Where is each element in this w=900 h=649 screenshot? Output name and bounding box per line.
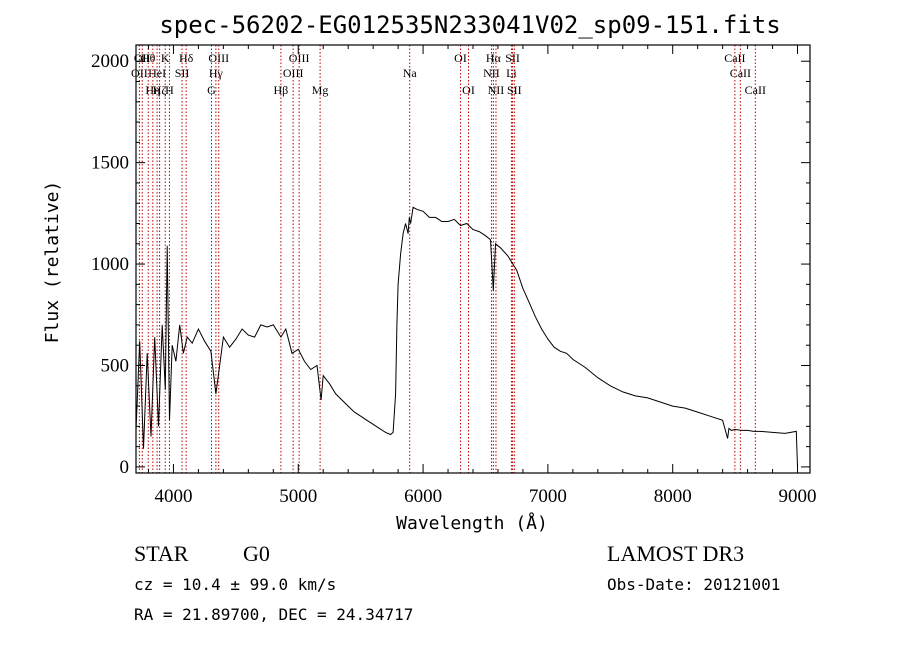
line-marker-label: CaII <box>745 83 766 97</box>
line-marker-label: Hζ <box>153 83 167 97</box>
line-marker-label: OIII <box>289 51 310 65</box>
coordinates-text: RA = 21.89700, DEC = 24.34717 <box>134 605 413 624</box>
x-tick-label: 4000 <box>154 486 192 507</box>
line-marker-label: G <box>207 83 216 97</box>
line-marker-label: H <box>165 83 174 97</box>
line-marker-label: Hθ <box>141 51 156 65</box>
subclass-label: G0 <box>243 541 270 566</box>
y-tick-label: 2000 <box>91 51 129 72</box>
line-marker-label: Hδ <box>179 51 194 65</box>
line-marker-label: CaII <box>724 51 745 65</box>
y-tick-label: 1500 <box>91 153 129 174</box>
y-tick-label: 500 <box>101 355 130 376</box>
y-tick-label: 0 <box>120 457 130 478</box>
spectrum-series-line <box>135 206 798 467</box>
x-tick-label: 5000 <box>279 486 317 507</box>
plot-frame <box>135 44 811 474</box>
line-marker-label: Hα <box>486 51 502 65</box>
survey-label: LAMOST DR3 <box>607 541 744 566</box>
line-marker-label: K <box>161 51 170 65</box>
y-axis-label: Flux (relative) <box>42 181 63 344</box>
axis-ticks <box>136 45 810 473</box>
line-marker-label: Hη <box>145 83 160 97</box>
line-marker-label: SII <box>175 66 190 80</box>
x-tick-label: 9000 <box>779 486 817 507</box>
line-marker-label: OI <box>454 51 467 65</box>
line-marker-label: Mg <box>312 83 329 97</box>
x-axis-label: Wavelength (Å) <box>396 512 548 534</box>
line-marker-label: Hγ <box>209 66 224 80</box>
line-marker-label: NII <box>483 66 500 80</box>
line-marker-label: Na <box>403 66 418 80</box>
line-marker-label: NII <box>488 83 505 97</box>
x-tick-label: 8000 <box>654 486 692 507</box>
x-tick-label: 6000 <box>404 486 442 507</box>
axis-tick-labels: 4000 5000 6000 7000 8000 9000 0 500 1000 1500 2000 <box>91 51 817 507</box>
x-tick-label: 7000 <box>529 486 567 507</box>
line-marker-label: OII <box>131 66 148 80</box>
spectral-line-markers <box>138 45 756 473</box>
object-class-label: STAR <box>134 541 189 566</box>
line-marker-label: OIII <box>283 66 304 80</box>
obs-date-text: Obs-Date: 20121001 <box>607 575 780 594</box>
line-marker-label: CaII <box>730 66 751 80</box>
line-marker-label: OI <box>462 83 475 97</box>
line-marker-label: OIII <box>208 51 229 65</box>
spectral-line-labels: OIIOIIHθHηHeIHζKHSIIHδGHγOIIIHβOIIIOIIIM… <box>131 51 766 97</box>
chart-title: spec-56202-EG012535N233041V02_sp09-151.f… <box>159 11 780 39</box>
redshift-text: cz = 10.4 ± 99.0 km/s <box>134 575 336 594</box>
line-marker-label: HeI <box>148 66 166 80</box>
line-marker-label: SII <box>507 83 522 97</box>
line-marker-label: Hβ <box>274 83 289 97</box>
line-marker-label: Li <box>506 66 517 80</box>
line-marker-label: SII <box>505 51 520 65</box>
y-tick-label: 1000 <box>91 254 129 275</box>
